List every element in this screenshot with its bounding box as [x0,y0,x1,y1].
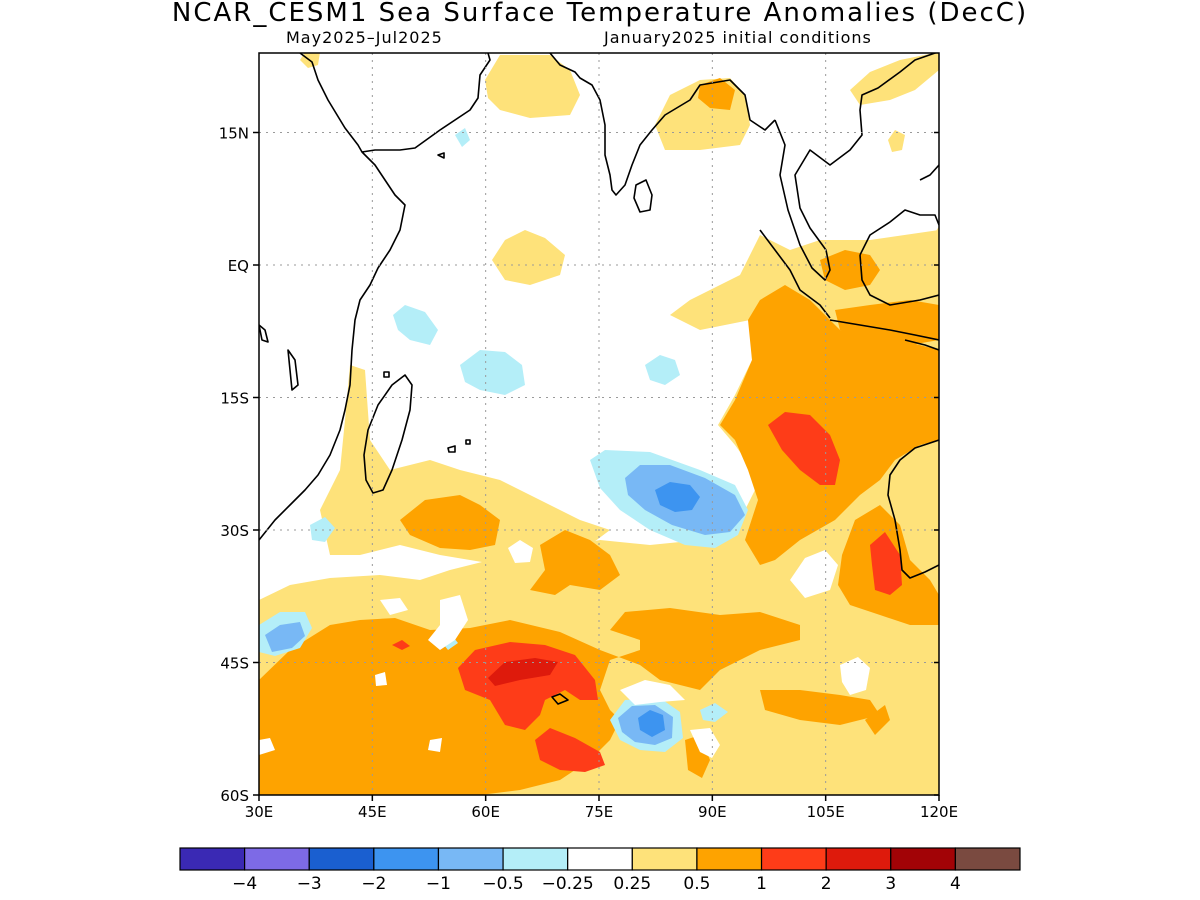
x-tick-label: 105E [807,803,845,821]
colorbar-swatch [373,847,440,871]
colorbar-label: 2 [821,874,832,894]
colorbar-swatch [437,847,504,871]
anomaly-2-3 [488,658,558,686]
anomaly-1-2 [392,412,902,772]
colorbar-label: 1 [756,874,767,894]
colorbar-swatch [825,847,892,871]
colorbar-label: −0.5 [482,874,523,894]
colorbar: −4 −3 −2 −1 −0.5 −0.25 0.25 0.5 1 2 3 4 [179,847,1021,894]
colorbar-swatch [502,847,569,871]
coastlines [259,53,939,705]
colorbar-label: −2 [361,874,386,894]
colorbar-label: −4 [232,874,257,894]
colorbar-swatch [308,847,375,871]
anomaly-neg2-neg1 [638,482,700,737]
y-tick-label: 15N [219,125,249,143]
forecast-period: May2025–Jul2025 [286,28,443,47]
colorbar-swatch [760,847,827,871]
y-tick-label: 15S [220,390,249,408]
colorbar-label: −1 [426,874,451,894]
y-tick-label: 45S [220,655,249,673]
colorbar-label: −0.25 [542,874,594,894]
x-tick-label: 45E [358,803,387,821]
colorbar-swatch [696,847,763,871]
map-axes: 30E 45E 60E 75E 90E 105E 120E 15N EQ 15S 30S 45S 60S [219,125,958,822]
map-field [259,53,939,795]
y-tick-label: 30S [220,522,249,540]
colorbar-label: 3 [885,874,896,894]
colorbar-swatch [179,847,246,871]
x-tick-label: 30E [245,803,274,821]
map-grid [259,53,939,795]
map-title: NCAR_CESM1 Sea Surface Temperature Anoma… [171,0,1029,28]
colorbar-label: 4 [950,874,961,894]
y-tick-label: 60S [220,787,249,805]
colorbar-swatch [631,847,698,871]
colorbar-swatch [244,847,310,871]
colorbar-label: 0.5 [683,874,710,894]
initial-conditions: January2025 initial conditions [604,28,872,47]
colorbar-label: 0.25 [613,874,651,894]
colorbar-swatch [954,847,1021,871]
colorbar-label: −3 [297,874,322,894]
y-tick-label: EQ [228,257,249,275]
x-tick-label: 60E [471,803,500,821]
x-tick-label: 75E [585,803,614,821]
x-tick-label: 90E [698,803,727,821]
x-tick-label: 120E [920,803,958,821]
anomaly-near-zero [259,540,870,758]
colorbar-swatch [890,847,956,871]
colorbar-swatch [567,847,633,871]
